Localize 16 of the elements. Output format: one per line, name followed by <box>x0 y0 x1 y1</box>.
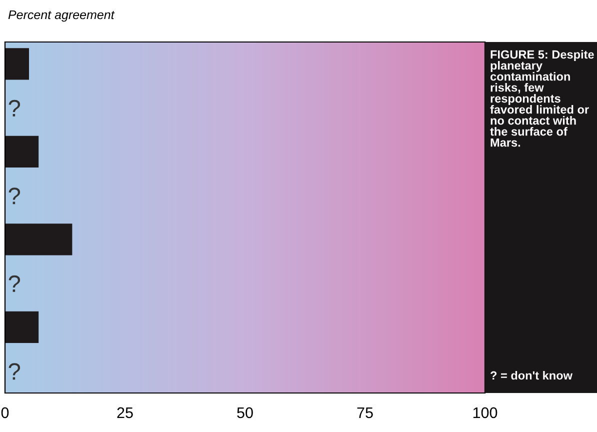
y-tick-label: ? <box>8 100 20 116</box>
y-tick-label: ? <box>8 275 20 292</box>
x-tick-label: 50 <box>237 407 253 418</box>
bar <box>5 224 72 256</box>
bar <box>5 311 39 343</box>
text: FIGURE 5: Despite planetary contamination risks, few respondents favored limited or no contact with the surface of Mars. <box>490 50 594 147</box>
x-tick-label: 100 <box>473 407 498 418</box>
text: ? = don't know <box>490 370 573 380</box>
y-tick-label: ? <box>8 363 20 380</box>
x-tick-label: 25 <box>117 407 133 418</box>
chart-title: Percent agreement <box>8 10 115 22</box>
bar <box>5 48 29 80</box>
y-tick-label: ? <box>8 188 20 204</box>
x-tick-label: 0 <box>1 407 9 418</box>
bar <box>5 136 39 168</box>
x-tick-label: 75 <box>357 407 373 418</box>
